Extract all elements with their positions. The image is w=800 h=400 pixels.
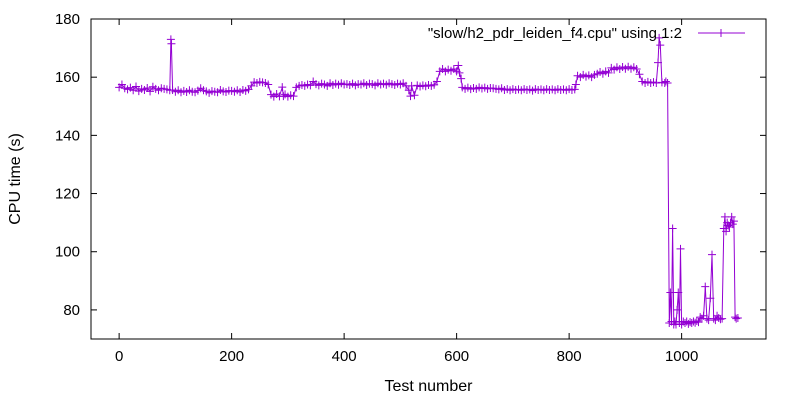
x-tick-label: 1000	[665, 348, 698, 365]
data-point	[454, 61, 463, 70]
legend-marker	[717, 29, 725, 37]
data-point	[686, 318, 695, 327]
y-tick-label: 80	[63, 302, 80, 319]
data-point	[714, 314, 723, 323]
x-tick-label: 200	[219, 348, 244, 365]
y-tick-label: 100	[55, 244, 80, 261]
y-tick-label: 140	[55, 127, 80, 144]
data-point	[668, 224, 677, 233]
data-point	[404, 86, 413, 95]
data-point	[656, 41, 665, 50]
data-point	[289, 92, 298, 101]
data-point	[708, 250, 716, 259]
y-tick-label: 180	[55, 11, 80, 28]
data-point	[722, 227, 731, 236]
data-point	[732, 314, 741, 323]
data-point	[604, 68, 613, 77]
data-point	[674, 288, 683, 297]
data-point	[455, 68, 464, 77]
data-point	[457, 74, 466, 83]
data-point	[691, 318, 700, 327]
data-point	[279, 92, 288, 101]
data-point	[716, 315, 725, 324]
data-point	[689, 317, 698, 326]
data-point	[702, 314, 711, 323]
data-point	[681, 319, 689, 327]
y-axis-label: CPU time (s)	[7, 133, 24, 225]
data-point	[701, 282, 710, 291]
data-point	[733, 314, 742, 323]
data-point	[684, 319, 693, 328]
data-point	[167, 39, 176, 48]
data-point	[264, 80, 273, 89]
data-point	[718, 314, 727, 323]
data-point	[652, 79, 661, 87]
series-markers	[115, 33, 742, 329]
data-point	[706, 294, 715, 303]
data-point	[570, 85, 579, 94]
legend-label: "slow/h2_pdr_leiden_f4.cpu" using 1:2	[428, 25, 682, 42]
data-point	[571, 80, 580, 89]
data-point	[132, 82, 140, 91]
data-point	[663, 79, 672, 87]
y-tick-label: 120	[55, 186, 80, 203]
data-point	[696, 313, 705, 322]
ticks-layer: 0 200 400 600 800 1000 80 100 120 140 160 180	[55, 11, 766, 365]
data-point	[720, 212, 729, 221]
series-layer	[115, 33, 742, 329]
data-point	[146, 87, 155, 96]
data-point	[704, 316, 713, 325]
data-point	[432, 77, 441, 86]
data-point	[654, 58, 662, 67]
data-point	[410, 91, 419, 100]
x-tick-label: 400	[332, 348, 357, 365]
legend-plus-marker	[717, 29, 725, 37]
x-axis-label: Test number	[384, 378, 473, 395]
data-point	[727, 212, 736, 221]
x-tick-label: 800	[557, 348, 582, 365]
data-point	[166, 35, 175, 44]
data-point	[655, 33, 664, 42]
data-point	[694, 318, 703, 327]
data-point	[635, 70, 644, 79]
data-point	[692, 316, 701, 325]
data-point	[673, 305, 682, 314]
x-tick-label: 600	[444, 348, 469, 365]
data-point	[711, 316, 720, 325]
data-point	[278, 83, 287, 92]
data-point	[666, 288, 675, 297]
data-point	[661, 77, 670, 86]
x-tick-label: 0	[115, 348, 123, 365]
y-tick-label: 160	[55, 69, 80, 86]
data-point	[632, 65, 641, 74]
data-point	[406, 92, 415, 101]
plot-frame	[90, 18, 767, 340]
data-point	[729, 217, 738, 226]
data-point	[407, 81, 416, 90]
data-point	[676, 244, 685, 253]
legend: "slow/h2_pdr_leiden_f4.cpu" using 1:2	[428, 25, 745, 42]
